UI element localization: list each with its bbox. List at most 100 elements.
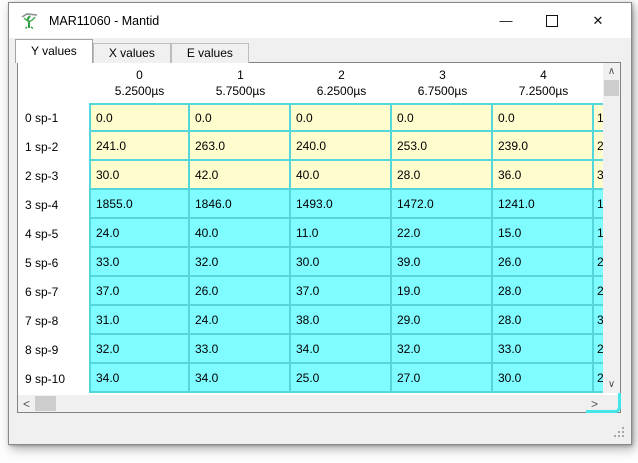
clipped-cell[interactable]: 2 [594,277,603,306]
row-header[interactable]: 9 sp-10 [18,364,89,393]
table-cell[interactable]: 32.0 [190,248,291,277]
table-cell[interactable]: 33.0 [190,335,291,364]
maximize-button[interactable] [529,3,575,38]
table-row: 6 sp-737.026.037.019.028.02 [18,277,603,306]
table-cell[interactable]: 32.0 [89,335,190,364]
table-cell[interactable]: 19.0 [392,277,493,306]
table-cell[interactable]: 30.0 [493,364,594,393]
clipped-cell[interactable]: 2 [594,132,603,161]
clipped-cell[interactable]: 3 [594,306,603,335]
row-header[interactable]: 8 sp-9 [18,335,89,364]
table-cell[interactable]: 26.0 [190,277,291,306]
row-header[interactable]: 5 sp-6 [18,248,89,277]
table-cell[interactable]: 42.0 [190,161,291,190]
tab-e-values[interactable]: E values [171,43,249,63]
table-cell[interactable]: 0.0 [89,103,190,132]
column-header[interactable]: 36.7500µs [392,63,493,103]
horizontal-scrollbar[interactable]: < > [18,395,603,412]
table-cell[interactable]: 28.0 [392,161,493,190]
clipped-cell[interactable]: 2 [594,335,603,364]
column-header[interactable]: 26.2500µs [291,63,392,103]
scroll-up-button[interactable]: ∧ [603,63,620,80]
table-cell[interactable]: 37.0 [291,277,392,306]
table-cell[interactable]: 239.0 [493,132,594,161]
column-header[interactable]: 47.2500µs [493,63,594,103]
table-cell[interactable]: 24.0 [190,306,291,335]
table-cell[interactable]: 241.0 [89,132,190,161]
table-cell[interactable]: 22.0 [392,219,493,248]
table-cell[interactable]: 27.0 [392,364,493,393]
table-cell[interactable]: 28.0 [493,306,594,335]
table-cell[interactable]: 37.0 [89,277,190,306]
table-cell[interactable]: 263.0 [190,132,291,161]
row-header[interactable]: 0 sp-1 [18,103,89,132]
scroll-down-button[interactable]: ∨ [603,376,620,393]
mantid-logo-icon [20,11,40,31]
horizontal-scroll-thumb[interactable] [35,396,56,411]
table-cell[interactable]: 1472.0 [392,190,493,219]
column-header[interactable]: 05.2500µs [89,63,190,103]
row-header[interactable]: 7 sp-8 [18,306,89,335]
table-cell[interactable]: 1855.0 [89,190,190,219]
clipped-cell[interactable]: 2 [594,248,603,277]
column-index: 4 [493,67,594,83]
vertical-scroll-thumb[interactable] [604,80,619,96]
table-cell[interactable]: 0.0 [493,103,594,132]
row-header[interactable]: 3 sp-4 [18,190,89,219]
table-cell[interactable]: 0.0 [190,103,291,132]
mantid-data-window: MAR11060 - Mantid — ✕ Y valuesX valuesE … [8,2,632,445]
table-cell[interactable]: 24.0 [89,219,190,248]
table-cell[interactable]: 36.0 [493,161,594,190]
row-header[interactable]: 6 sp-7 [18,277,89,306]
table-cell[interactable]: 38.0 [291,306,392,335]
table-cell[interactable]: 40.0 [291,161,392,190]
table-row: 2 sp-330.042.040.028.036.03 [18,161,603,190]
table-cell[interactable]: 253.0 [392,132,493,161]
table-cell[interactable]: 26.0 [493,248,594,277]
column-time: 7.2500µs [493,83,594,99]
clipped-cell[interactable]: 3 [594,161,603,190]
table-cell[interactable]: 33.0 [493,335,594,364]
table-cell[interactable]: 0.0 [392,103,493,132]
clipped-cell[interactable]: 2 [594,364,603,393]
row-header[interactable]: 2 sp-3 [18,161,89,190]
table-cell[interactable]: 25.0 [291,364,392,393]
table-cell[interactable]: 1493.0 [291,190,392,219]
tab-y-values[interactable]: Y values [15,39,93,63]
table-cell[interactable]: 29.0 [392,306,493,335]
table-cell[interactable]: 0.0 [291,103,392,132]
row-header[interactable]: 1 sp-2 [18,132,89,161]
table-cell[interactable]: 15.0 [493,219,594,248]
resize-grip[interactable] [614,427,626,439]
table-cell[interactable]: 1846.0 [190,190,291,219]
table-cell[interactable]: 11.0 [291,219,392,248]
table-cell[interactable]: 40.0 [190,219,291,248]
table-cell[interactable]: 34.0 [291,335,392,364]
clipped-cell[interactable]: 1 [594,103,603,132]
table-cell[interactable]: 240.0 [291,132,392,161]
table-cell[interactable]: 30.0 [291,248,392,277]
clipped-cell[interactable]: 1 [594,219,603,248]
table-row: 9 sp-1034.034.025.027.030.02 [18,364,603,393]
minimize-button[interactable]: — [483,3,529,38]
table-cell[interactable]: 28.0 [493,277,594,306]
table-cell[interactable]: 33.0 [89,248,190,277]
table-cell[interactable]: 32.0 [392,335,493,364]
table-cell[interactable]: 34.0 [89,364,190,393]
row-header[interactable]: 4 sp-5 [18,219,89,248]
data-table-frame: 05.2500µs15.7500µs26.2500µs36.7500µs47.2… [17,62,621,413]
table-cell[interactable]: 39.0 [392,248,493,277]
column-header[interactable]: 15.7500µs [190,63,291,103]
table-cell[interactable]: 34.0 [190,364,291,393]
clipped-cell[interactable]: 1 [594,190,603,219]
scroll-right-button[interactable]: > [586,395,603,412]
scroll-left-button[interactable]: < [18,395,35,412]
tab-x-values[interactable]: X values [93,43,171,63]
table-cell[interactable]: 30.0 [89,161,190,190]
column-time: 6.2500µs [291,83,392,99]
vertical-scrollbar[interactable]: ∧ ∨ [603,63,620,393]
close-button[interactable]: ✕ [575,3,621,38]
table-cell[interactable]: 31.0 [89,306,190,335]
table-cell[interactable]: 1241.0 [493,190,594,219]
title-bar[interactable]: MAR11060 - Mantid — ✕ [9,3,631,38]
